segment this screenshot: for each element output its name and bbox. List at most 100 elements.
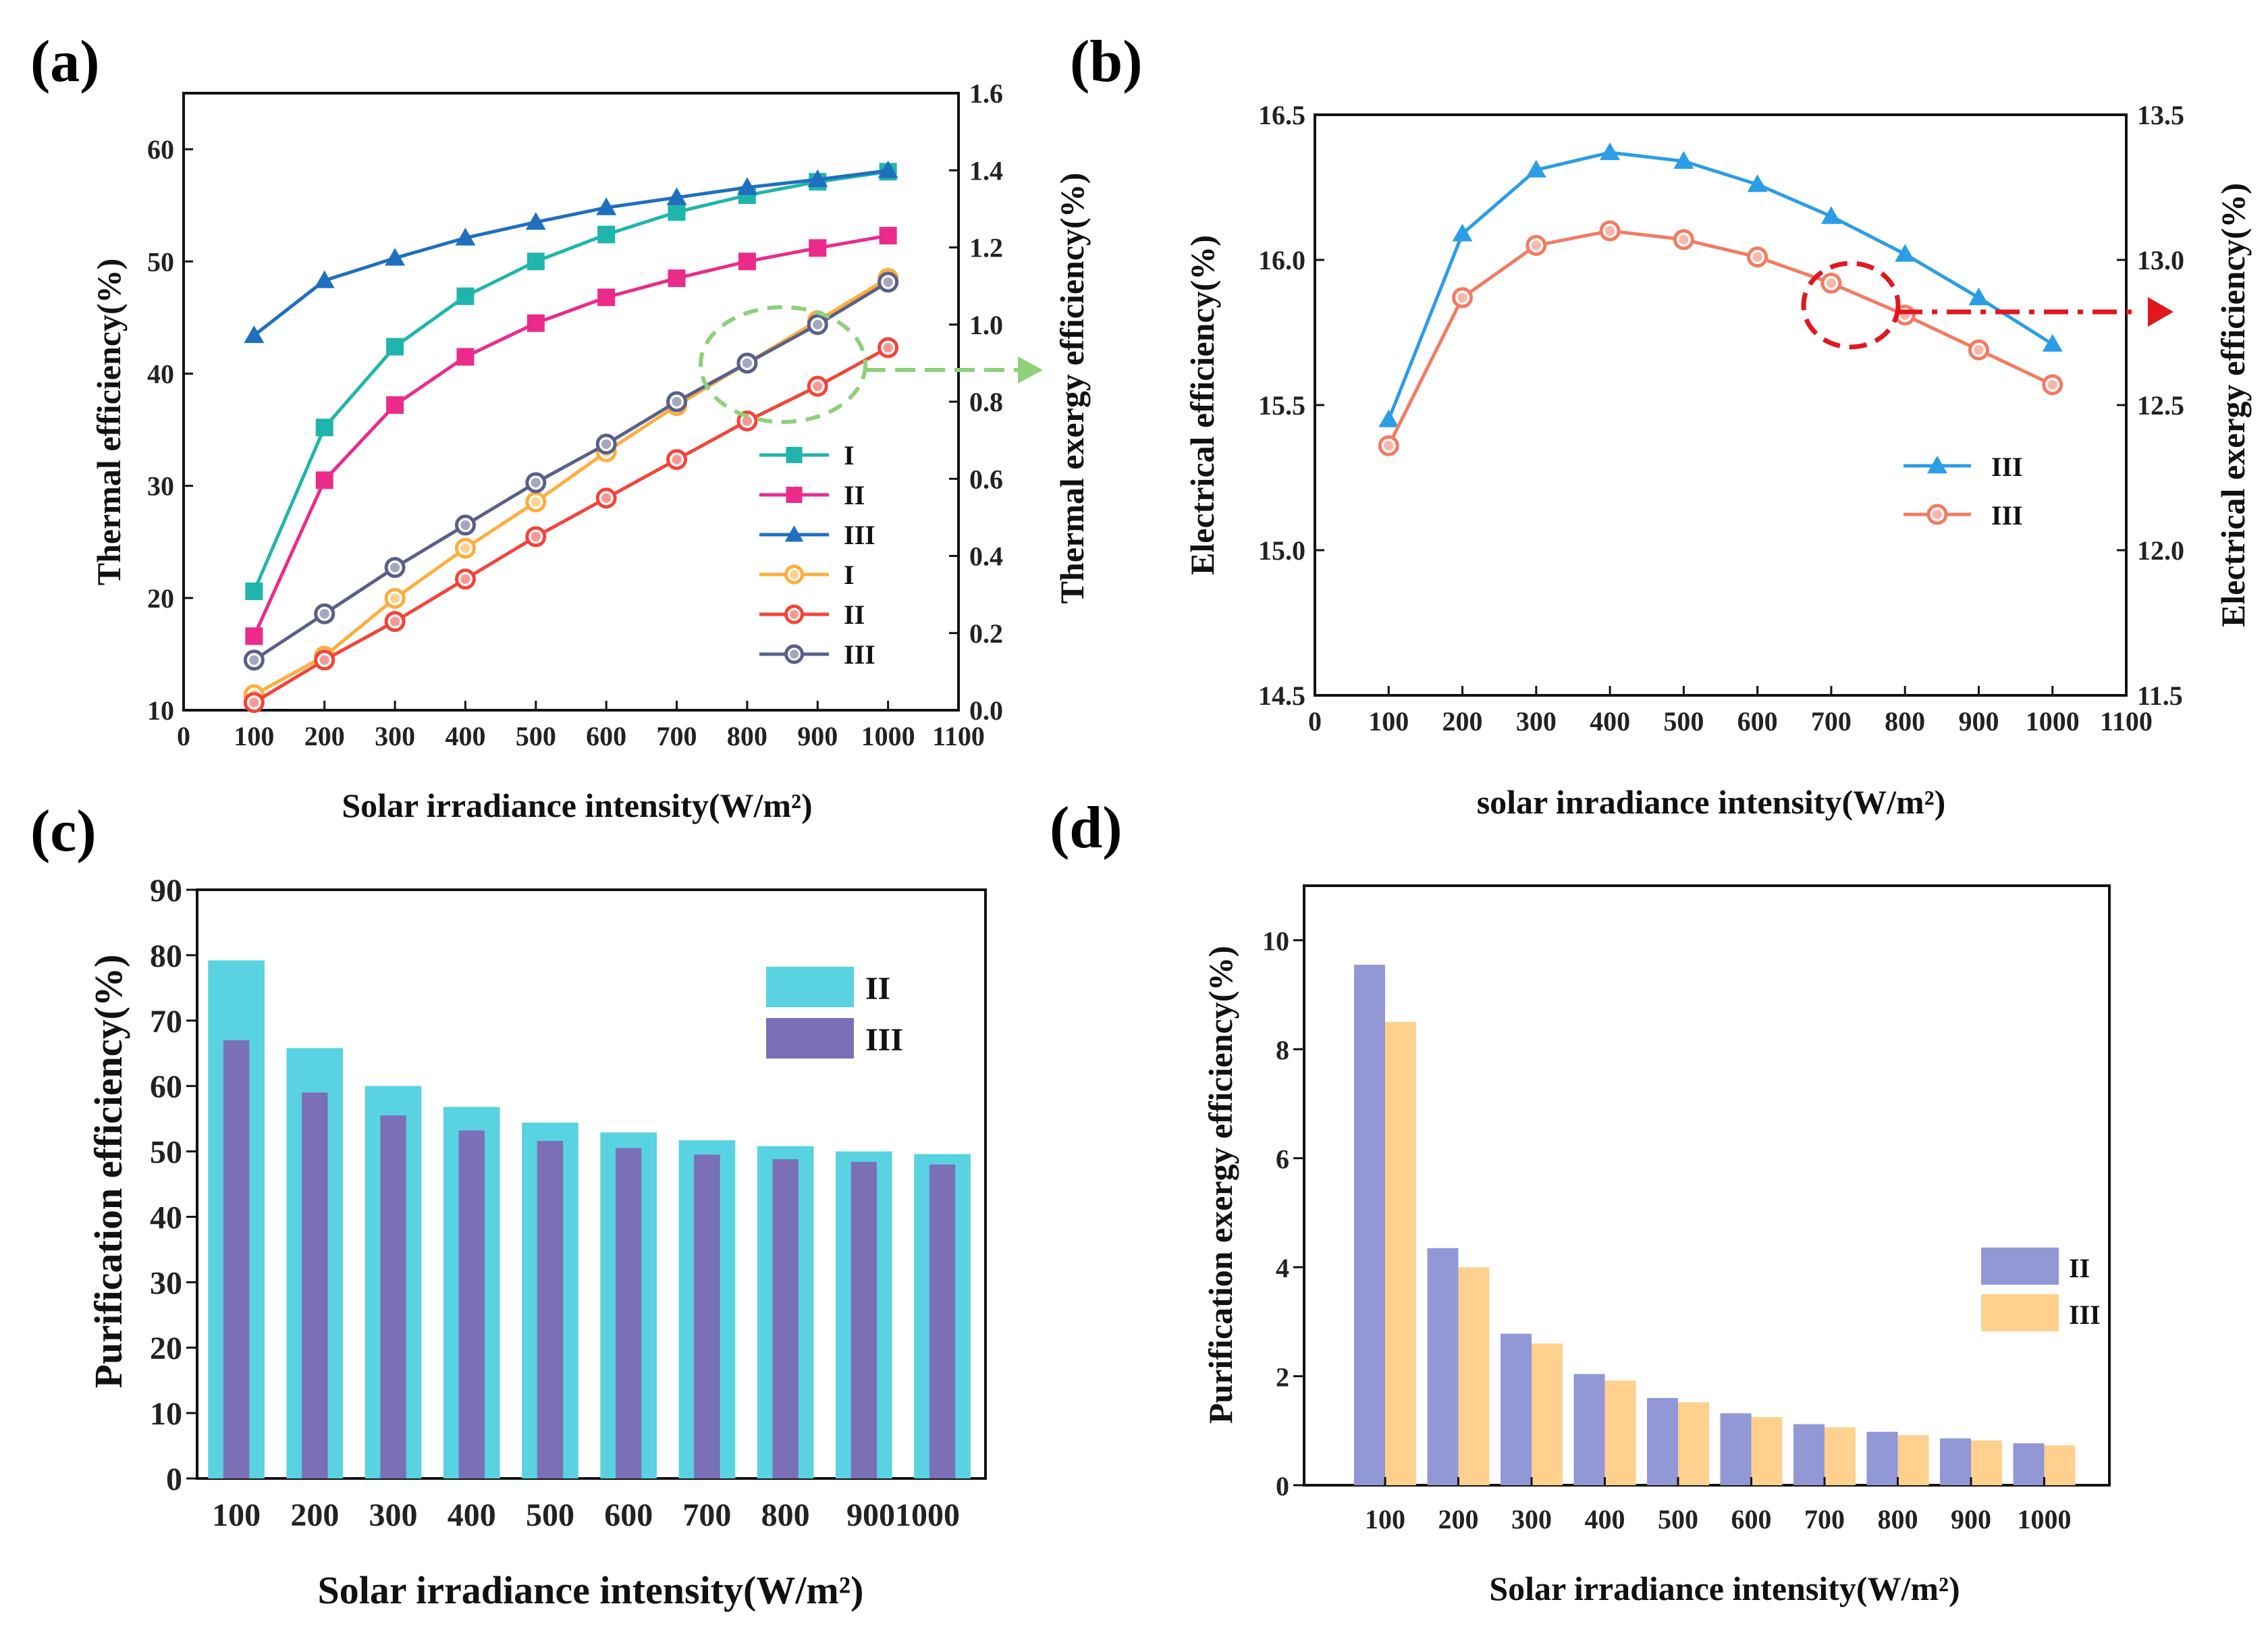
chart-b-y2tick-label: 13.5: [2137, 100, 2184, 130]
chart-a-callout-ellipse: [699, 305, 867, 424]
chart-c-ytick-label: 0: [166, 1462, 182, 1497]
chart-b-legend-marker-1-fill: [1932, 509, 1943, 520]
chart-a-series-5-point-fill: [672, 396, 682, 407]
chart-d-bar-II: [2013, 1443, 2045, 1485]
chart-a-xtick-label: 400: [445, 721, 485, 751]
chart-b-series-0-point: [1526, 159, 1546, 178]
chart-d-xtick-label: 300: [1511, 1504, 1552, 1534]
chart-b-xtick-label: 1100: [2100, 706, 2153, 737]
chart-a-series-5-point-fill: [601, 439, 612, 449]
chart-c-bar-III: [223, 1040, 250, 1478]
chart-b-legend-marker-0: [1927, 456, 1947, 474]
chart-b-series-0-point: [1378, 409, 1399, 427]
chart-b: 0 100 200 300 400 500 600 700 800 900 1000 1100 14.5…: [1258, 100, 2184, 737]
chart-c-xtick-label: 200: [290, 1497, 339, 1533]
chart-d-xtick-label: 200: [1438, 1504, 1479, 1534]
chart-a-series-2-point: [878, 160, 898, 178]
chart-d-ytick-label: 8: [1276, 1035, 1289, 1065]
chart-b-series-1-point-fill: [2047, 379, 2057, 390]
chart-a-series-0-point: [245, 582, 263, 600]
chart-c-xtick-label: 100: [212, 1497, 261, 1533]
chart-a-legend-label-5: III: [844, 639, 875, 670]
chart-a-series-0-point: [526, 252, 545, 271]
chart-a-series-2-point: [807, 169, 828, 188]
chart-d-bar-III: [1751, 1417, 1783, 1485]
chart-b-series-line-0: [1386, 151, 2054, 421]
chart-d-bar-III: [1825, 1427, 1856, 1485]
chart-a-y2tick-label: 0.0: [969, 695, 1003, 726]
chart-b-xlabel: solar inradiance intensity(W/m²): [1477, 783, 1946, 821]
chart-c-ytick-label: 20: [150, 1331, 182, 1366]
chart-d-frame: [1303, 884, 2111, 1487]
chart-d-bar-III: [1678, 1402, 1709, 1485]
chart-b-xtick-label: 1000: [2026, 706, 2080, 737]
chart-c-xtick-label: 600: [604, 1497, 653, 1533]
chart-d-bar-II: [1866, 1431, 1898, 1485]
chart-a-series-5-point-fill: [883, 277, 893, 288]
chart-b-series-1-point-fill: [1604, 225, 1615, 236]
chart-a-y2tick-label: 0.4: [969, 541, 1003, 572]
chart-a-series-2-point: [596, 197, 617, 215]
chart-a-series-5-point-fill: [460, 520, 470, 530]
chart-a-series-5-point-fill: [531, 477, 541, 488]
chart-c-bar-III: [929, 1164, 956, 1478]
chart-a-legend-marker-3-fill: [789, 570, 799, 579]
chart-a-series-4-point-fill: [389, 616, 400, 626]
chart-d-ytick-label: 0: [1276, 1471, 1289, 1501]
chart-a-xtick-label: 800: [727, 721, 767, 751]
chart-a-y2label: Thermal exergy efficiency(%): [1053, 173, 1091, 604]
chart-b-series-line-1: [1387, 229, 2053, 447]
chart-b-legend-label-0: III: [1991, 452, 2023, 482]
chart-a-xtick-label: 500: [516, 721, 556, 751]
chart-c-bar-III: [458, 1130, 485, 1478]
chart-a-series-4-point-fill: [883, 342, 893, 353]
chart-a-xtick-label: 1000: [861, 721, 915, 751]
chart-a-series-0-point: [315, 419, 333, 437]
chart-b-ytick-label: 15.0: [1258, 535, 1305, 566]
chart-a-series-line-0: [252, 169, 888, 592]
chart-a-series-1-point: [526, 314, 545, 332]
chart-a-ylabel: Thermal efficiency(%): [90, 259, 128, 586]
chart-b-xtick-label: 700: [1811, 706, 1852, 737]
chart-d-ytick-label: 4: [1276, 1253, 1289, 1283]
chart-c-ytick-label: 90: [150, 873, 182, 909]
chart-a-y2tick-label: 1.2: [969, 233, 1003, 263]
chart-d-xtick-label: 600: [1731, 1504, 1772, 1534]
chart-a-series-3-point-fill: [460, 543, 470, 554]
chart-a-y2tick-label: 1.4: [969, 155, 1003, 186]
chart-d-xtick-label: 900: [1951, 1504, 1991, 1534]
chart-d-legend-label-II: II: [2069, 1253, 2090, 1283]
chart-c-bar-III: [772, 1159, 799, 1478]
chart-a-series-5-point-fill: [249, 655, 259, 665]
chart-d-bar-III: [1971, 1440, 2002, 1485]
chart-c-legend-swatch-III: [766, 1018, 854, 1059]
chart-b-series-0-point: [1820, 206, 1841, 224]
chart-a-series-5-point-fill: [389, 562, 400, 572]
chart-b-ytick-label: 16.5: [1258, 100, 1305, 130]
chart-a-xtick-label: 700: [657, 721, 697, 751]
chart-b-xtick-label: 500: [1663, 706, 1704, 737]
chart-c-ytick-label: 70: [150, 1004, 182, 1040]
chart-c-bar-III: [694, 1154, 720, 1478]
chart-c-bar-III: [616, 1148, 642, 1478]
chart-b-xtick-label: 200: [1442, 706, 1483, 737]
chart-d-bar-II: [1720, 1413, 1752, 1485]
chart-a-series-1-point: [668, 269, 686, 288]
chart-b-ytick-label: 14.5: [1258, 680, 1305, 711]
chart-c: 0 10 20 30 40 50 60 70 80 90 100 200 300 400 500 600 700…: [150, 873, 987, 1533]
chart-a: 0 100 200 300 400 500 600 700 800 900 1000 1100 10 20…: [147, 78, 1043, 751]
chart-b-series-1-point-fill: [1457, 292, 1467, 303]
chart-b-series-0-point: [1452, 223, 1473, 242]
chart-a-legend-label-2: III: [844, 520, 875, 550]
chart-d-bar-III: [1458, 1267, 1490, 1485]
chart-b-series-0-point: [1747, 174, 1768, 192]
chart-b-xtick-label: 100: [1368, 706, 1409, 737]
chart-d-xtick-label: 800: [1878, 1504, 1918, 1534]
chart-c-frame: [196, 888, 987, 1480]
chart-c-legend-swatch-II: [766, 967, 854, 1007]
chart-a-xtick-label: 600: [586, 721, 626, 751]
panel-label-a: (a): [30, 29, 100, 95]
chart-b-y2tick-label: 12.0: [2137, 535, 2184, 566]
chart-c-xtick-label: 400: [448, 1497, 496, 1533]
